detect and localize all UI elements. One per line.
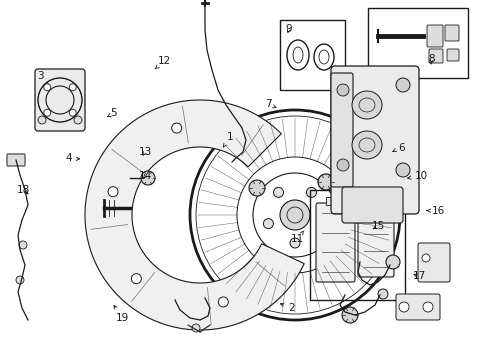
- Circle shape: [44, 84, 51, 91]
- Circle shape: [318, 174, 334, 190]
- FancyBboxPatch shape: [447, 49, 459, 61]
- Bar: [326, 197, 343, 205]
- Circle shape: [317, 219, 327, 229]
- Ellipse shape: [352, 91, 382, 119]
- Circle shape: [399, 302, 409, 312]
- Circle shape: [218, 297, 228, 307]
- Circle shape: [290, 238, 300, 248]
- Circle shape: [192, 324, 200, 332]
- Text: 13: 13: [138, 147, 152, 157]
- Circle shape: [69, 84, 76, 91]
- Circle shape: [19, 241, 27, 249]
- FancyBboxPatch shape: [429, 49, 443, 63]
- Text: 14: 14: [138, 171, 152, 181]
- Circle shape: [423, 302, 433, 312]
- FancyBboxPatch shape: [331, 66, 419, 214]
- Text: 15: 15: [371, 221, 385, 231]
- Circle shape: [337, 84, 349, 96]
- Bar: [368, 8, 468, 78]
- Circle shape: [306, 187, 317, 197]
- FancyBboxPatch shape: [342, 187, 403, 223]
- Text: 18: 18: [17, 185, 30, 195]
- Circle shape: [16, 276, 24, 284]
- Text: 7: 7: [265, 99, 276, 109]
- Circle shape: [378, 289, 388, 299]
- Text: 11: 11: [291, 231, 305, 244]
- Text: 4: 4: [65, 153, 79, 163]
- FancyBboxPatch shape: [445, 25, 459, 41]
- Circle shape: [396, 163, 410, 177]
- FancyBboxPatch shape: [316, 203, 355, 282]
- Polygon shape: [85, 100, 304, 330]
- Ellipse shape: [352, 131, 382, 159]
- Text: 8: 8: [428, 54, 435, 64]
- FancyBboxPatch shape: [427, 25, 443, 47]
- FancyBboxPatch shape: [418, 243, 450, 282]
- FancyBboxPatch shape: [35, 69, 85, 131]
- Bar: [280, 20, 345, 90]
- Circle shape: [108, 187, 118, 197]
- Circle shape: [69, 109, 76, 116]
- FancyBboxPatch shape: [331, 73, 353, 187]
- Bar: [310, 190, 405, 300]
- Circle shape: [273, 187, 284, 197]
- Circle shape: [249, 180, 265, 196]
- FancyBboxPatch shape: [396, 294, 440, 320]
- Text: 1: 1: [223, 132, 234, 147]
- Circle shape: [263, 219, 273, 229]
- Circle shape: [74, 116, 82, 124]
- Text: 16: 16: [426, 206, 445, 216]
- Text: 19: 19: [114, 305, 129, 323]
- Circle shape: [280, 200, 310, 230]
- Text: 5: 5: [107, 108, 117, 118]
- FancyBboxPatch shape: [358, 208, 394, 277]
- Circle shape: [396, 78, 410, 92]
- Circle shape: [422, 254, 430, 262]
- Circle shape: [342, 307, 358, 323]
- Text: 2: 2: [280, 303, 295, 313]
- Circle shape: [141, 171, 155, 185]
- Text: 9: 9: [286, 24, 293, 34]
- Circle shape: [172, 123, 182, 133]
- Text: 17: 17: [412, 271, 426, 282]
- Text: 3: 3: [37, 71, 49, 86]
- Circle shape: [337, 159, 349, 171]
- FancyBboxPatch shape: [7, 154, 25, 166]
- Circle shape: [386, 255, 400, 269]
- Circle shape: [38, 116, 46, 124]
- Text: 10: 10: [408, 171, 428, 181]
- Text: 6: 6: [393, 143, 405, 153]
- Text: 12: 12: [155, 56, 171, 69]
- Bar: [368, 202, 384, 210]
- Circle shape: [131, 274, 141, 284]
- Circle shape: [44, 109, 51, 116]
